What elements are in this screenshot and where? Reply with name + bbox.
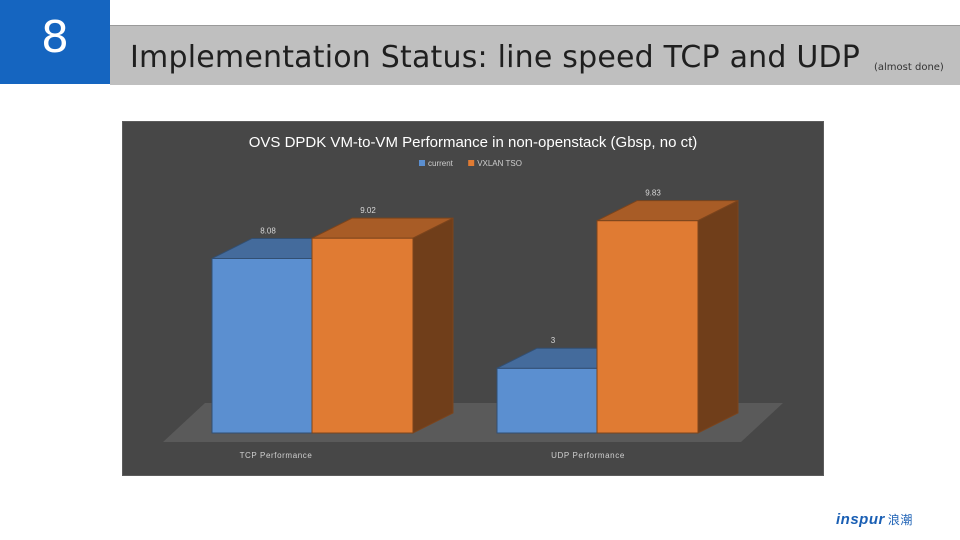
- bar-chart: OVS DPDK VM-to-VM Performance in non-ope…: [163, 134, 783, 460]
- bar-side-face: [697, 199, 739, 434]
- legend-label-1: VXLAN TSO: [477, 159, 522, 168]
- slide-number: 8: [0, 0, 110, 84]
- title-bar: Implementation Status: line speed TCP an…: [110, 25, 960, 85]
- data-label-1-0: 9.02: [360, 206, 376, 215]
- chart-panel: OVS DPDK VM-to-VM Performance in non-ope…: [122, 121, 824, 476]
- category-label-1: UDP Performance: [551, 451, 625, 460]
- bar-front-face: [311, 237, 414, 434]
- legend-swatch-1: [468, 160, 475, 166]
- data-label-0-1: 3: [551, 336, 556, 345]
- logo-cn-text: 浪潮: [887, 513, 913, 527]
- bar-front-face: [496, 367, 599, 434]
- legend-swatch-0: [419, 160, 425, 166]
- bar-front-face: [596, 220, 699, 434]
- bar-side-face: [412, 217, 454, 434]
- data-label-1-1: 9.83: [645, 189, 661, 198]
- category-label-0: TCP Performance: [240, 451, 313, 460]
- legend-label-0: current: [428, 159, 454, 168]
- slide-title: Implementation Status: line speed TCP an…: [130, 40, 861, 75]
- chart-title: OVS DPDK VM-to-VM Performance in non-ope…: [249, 134, 698, 151]
- bar-front-face: [211, 257, 314, 434]
- bar-vxlan-tso-0: [311, 217, 454, 434]
- data-label-0-0: 8.08: [260, 226, 276, 235]
- bar-vxlan-tso-1: [596, 199, 739, 434]
- title-note: (almost done): [874, 62, 944, 73]
- inspur-logo: inspur 浪潮: [836, 511, 913, 529]
- logo-text: inspur: [836, 511, 885, 528]
